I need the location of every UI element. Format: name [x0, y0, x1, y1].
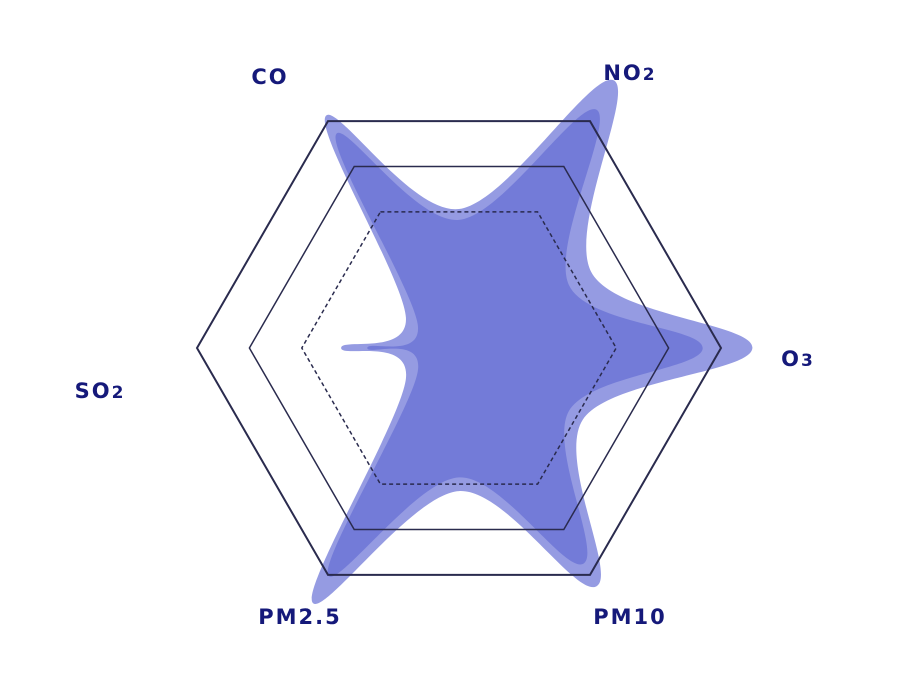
axis-label-pm10: PM10: [593, 605, 667, 629]
grid-ring-3: [195, 120, 723, 576]
axis-label-co: CO: [251, 65, 288, 89]
series-area-2: [327, 109, 703, 577]
axis-labels: CO NO2 O3 PM10 PM2.5 SO2: [75, 61, 815, 629]
grid-ring-1: [300, 211, 618, 485]
series-layer: [311, 79, 753, 604]
grid-layer: [195, 120, 723, 576]
axis-label-o3: O3: [781, 347, 815, 371]
axis-label-no2: NO2: [603, 61, 656, 85]
grid-ring-2: [248, 165, 670, 531]
axis-label-so2: SO2: [75, 379, 126, 403]
axis-label-pm2-5: PM2.5: [258, 605, 342, 629]
